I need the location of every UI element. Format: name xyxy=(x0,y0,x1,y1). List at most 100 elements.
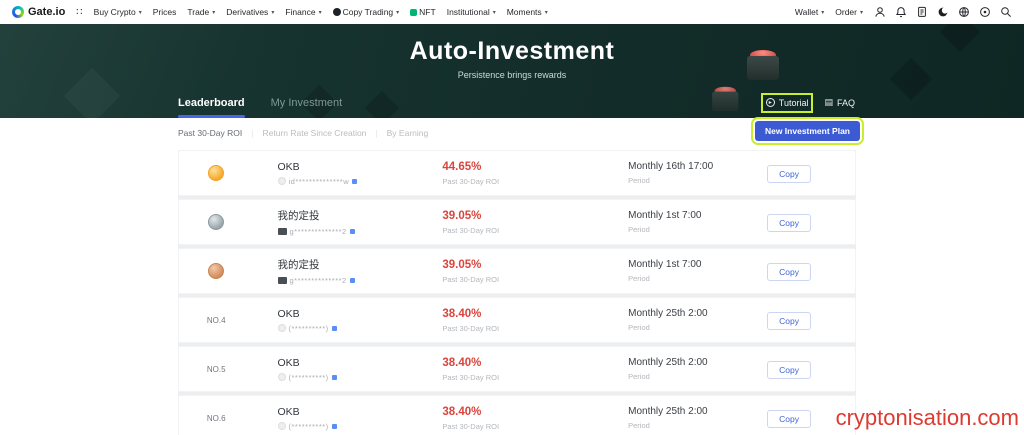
rank-cell xyxy=(179,214,254,230)
top-nav: Gate.io ∷ Buy Crypto ▾ Prices Trade ▾ Derivat… xyxy=(0,0,1024,24)
apps-grid-icon[interactable]: ∷ xyxy=(76,6,83,18)
period-value: Monthly 16th 17:00 xyxy=(628,161,714,172)
rank-label: NO.6 xyxy=(206,413,226,423)
masked-username: (**********) xyxy=(288,421,329,431)
nav-item-trade[interactable]: Trade ▾ xyxy=(187,7,215,17)
nav-item-prices[interactable]: Prices xyxy=(153,7,177,17)
period-label: Period xyxy=(628,225,650,234)
table-row: NO.6 OKB (**********) 38.40% Past 30-Day… xyxy=(178,395,856,435)
caret-down-icon: ▾ xyxy=(212,9,216,16)
nav-item-label: Derivatives xyxy=(226,7,269,17)
roi-cell: 39.05% Past 30-Day ROI xyxy=(442,210,628,235)
copy-button[interactable]: Copy xyxy=(767,262,811,281)
copy-button[interactable]: Copy xyxy=(767,409,811,428)
masked-username: (**********) xyxy=(288,323,329,333)
roi-value: 39.05% xyxy=(442,209,482,222)
rank-label: NO.4 xyxy=(206,315,226,325)
nav-menu: Buy Crypto ▾ Prices Trade ▾ Derivatives ▾ Finan… xyxy=(94,7,548,17)
nav-item-nft[interactable]: NFT xyxy=(410,7,436,17)
filter-separator: | xyxy=(375,128,378,138)
plan-name: OKB xyxy=(277,307,300,320)
nav-item-label: Moments xyxy=(506,7,542,17)
period-value: Monthly 25th 2:00 xyxy=(628,357,708,368)
user-avatar-icon xyxy=(277,177,286,185)
name-cell: OKB (**********) xyxy=(254,357,443,382)
theme-icon[interactable] xyxy=(937,6,949,18)
copy-button[interactable]: Copy xyxy=(767,360,811,379)
orders-icon[interactable] xyxy=(916,6,928,18)
tutorial-button[interactable]: ▸ Tutorial xyxy=(760,92,814,113)
name-cell: OKB (**********) xyxy=(254,308,443,333)
faq-doc-icon: ▤ xyxy=(824,97,833,107)
user-badge-icon xyxy=(349,278,355,283)
nav-item-label: Finance xyxy=(285,7,316,17)
user-badge-icon xyxy=(352,178,358,184)
notifications-icon[interactable] xyxy=(895,6,907,18)
profile-icon[interactable] xyxy=(874,6,886,18)
search-icon[interactable] xyxy=(1000,6,1012,18)
name-cell: OKB id**************w xyxy=(254,161,443,186)
roi-label: Past 30-Day ROI xyxy=(442,225,500,235)
copy-cell: Copy xyxy=(767,409,811,428)
gate-logo[interactable]: Gate.io xyxy=(12,6,65,18)
gate-logo-text: Gate.io xyxy=(28,6,66,18)
copy-cell: Copy xyxy=(767,164,811,183)
tutorial-icon: ▸ xyxy=(765,98,775,107)
rank-cell: NO.4 xyxy=(179,316,254,325)
user-avatar-icon xyxy=(277,422,286,430)
period-value: Monthly 25th 2:00 xyxy=(628,308,708,319)
nav-right-menu: Wallet ▾ Order ▾ xyxy=(795,7,863,17)
roi-value: 38.40% xyxy=(442,405,482,418)
faq-label: FAQ xyxy=(836,97,855,108)
copy-cell: Copy xyxy=(767,311,811,330)
tab-bar: Leaderboard My Investment xyxy=(178,97,342,118)
plan-name: OKB xyxy=(277,356,300,369)
name-cell: OKB (**********) xyxy=(254,406,443,431)
plan-name: OKB xyxy=(277,160,300,173)
settings-icon[interactable] xyxy=(979,6,991,18)
copy-button[interactable]: Copy xyxy=(767,164,811,183)
language-icon[interactable] xyxy=(958,6,970,18)
rank-cell xyxy=(179,263,254,279)
roi-value: 44.65% xyxy=(442,160,482,173)
new-investment-plan-button[interactable]: New Investment Plan xyxy=(750,117,865,145)
nav-item-moments[interactable]: Moments ▾ xyxy=(507,7,548,17)
nav-item-derivatives[interactable]: Derivatives ▾ xyxy=(226,7,274,17)
roi-cell: 38.40% Past 30-Day ROI xyxy=(442,357,628,382)
rank-label: NO.5 xyxy=(206,364,226,374)
roi-value: 39.05% xyxy=(442,258,482,271)
nav-item-label: Trade xyxy=(187,7,210,17)
rank-cell: NO.5 xyxy=(179,365,254,374)
nft-icon xyxy=(410,8,418,16)
nav-item-copy-trading[interactable]: Copy Trading ▾ xyxy=(332,7,399,17)
caret-down-icon: ▾ xyxy=(544,9,548,16)
nav-item-finance[interactable]: Finance ▾ xyxy=(285,7,321,17)
filter-return-rate-since-creation[interactable]: Return Rate Since Creation xyxy=(262,128,367,138)
filter-by-earning[interactable]: By Earning xyxy=(386,128,429,138)
nav-item-buy-crypto[interactable]: Buy Crypto ▾ xyxy=(94,7,142,17)
nav-right: Wallet ▾ Order ▾ xyxy=(795,6,1012,18)
period-cell: Monthly 1st 7:00 Period xyxy=(628,259,767,283)
roi-label: Past 30-Day ROI xyxy=(442,176,500,186)
copy-button[interactable]: Copy xyxy=(767,311,811,330)
nav-item-order[interactable]: Order ▾ xyxy=(835,7,863,17)
copy-button[interactable]: Copy xyxy=(767,213,811,232)
user-badge-icon xyxy=(349,229,355,234)
name-cell: 我的定投 g**************2 xyxy=(254,208,443,236)
nav-item-wallet[interactable]: Wallet ▾ xyxy=(795,7,824,17)
nav-item-label: Order xyxy=(835,7,857,17)
roi-value: 38.40% xyxy=(442,307,482,320)
caret-down-icon: ▾ xyxy=(821,9,825,16)
user-avatar-icon xyxy=(277,324,286,332)
period-cell: Monthly 25th 2:00 Period xyxy=(628,406,767,430)
period-value: Monthly 1st 7:00 xyxy=(628,210,702,221)
nav-item-institutional[interactable]: Institutional ▾ xyxy=(447,7,496,17)
banner-actions: ▸ Tutorial ▤ FAQ xyxy=(760,92,855,113)
period-value: Monthly 1st 7:00 xyxy=(628,259,702,270)
user-line: (**********) xyxy=(277,373,443,382)
tab-my-investment[interactable]: My Investment xyxy=(270,97,343,109)
copy-cell: Copy xyxy=(767,360,811,379)
filter-past-30-day-roi[interactable]: Past 30-Day ROI xyxy=(178,128,243,138)
faq-button[interactable]: ▤ FAQ xyxy=(824,97,855,108)
tab-leaderboard[interactable]: Leaderboard xyxy=(178,97,245,118)
